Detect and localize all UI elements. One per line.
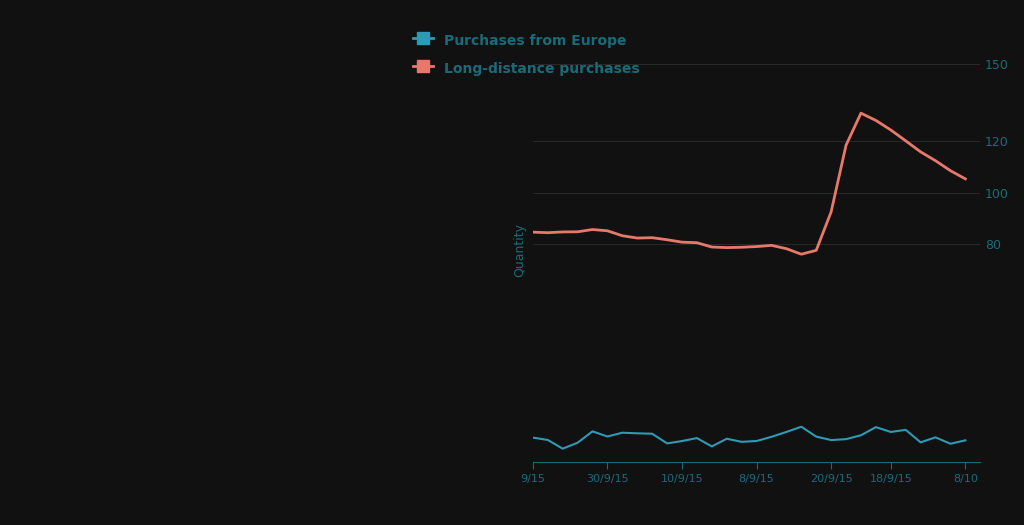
Legend: Purchases from Europe, Long-distance purchases: Purchases from Europe, Long-distance pur… [406, 25, 647, 83]
Y-axis label: Quantity: Quantity [513, 223, 526, 277]
